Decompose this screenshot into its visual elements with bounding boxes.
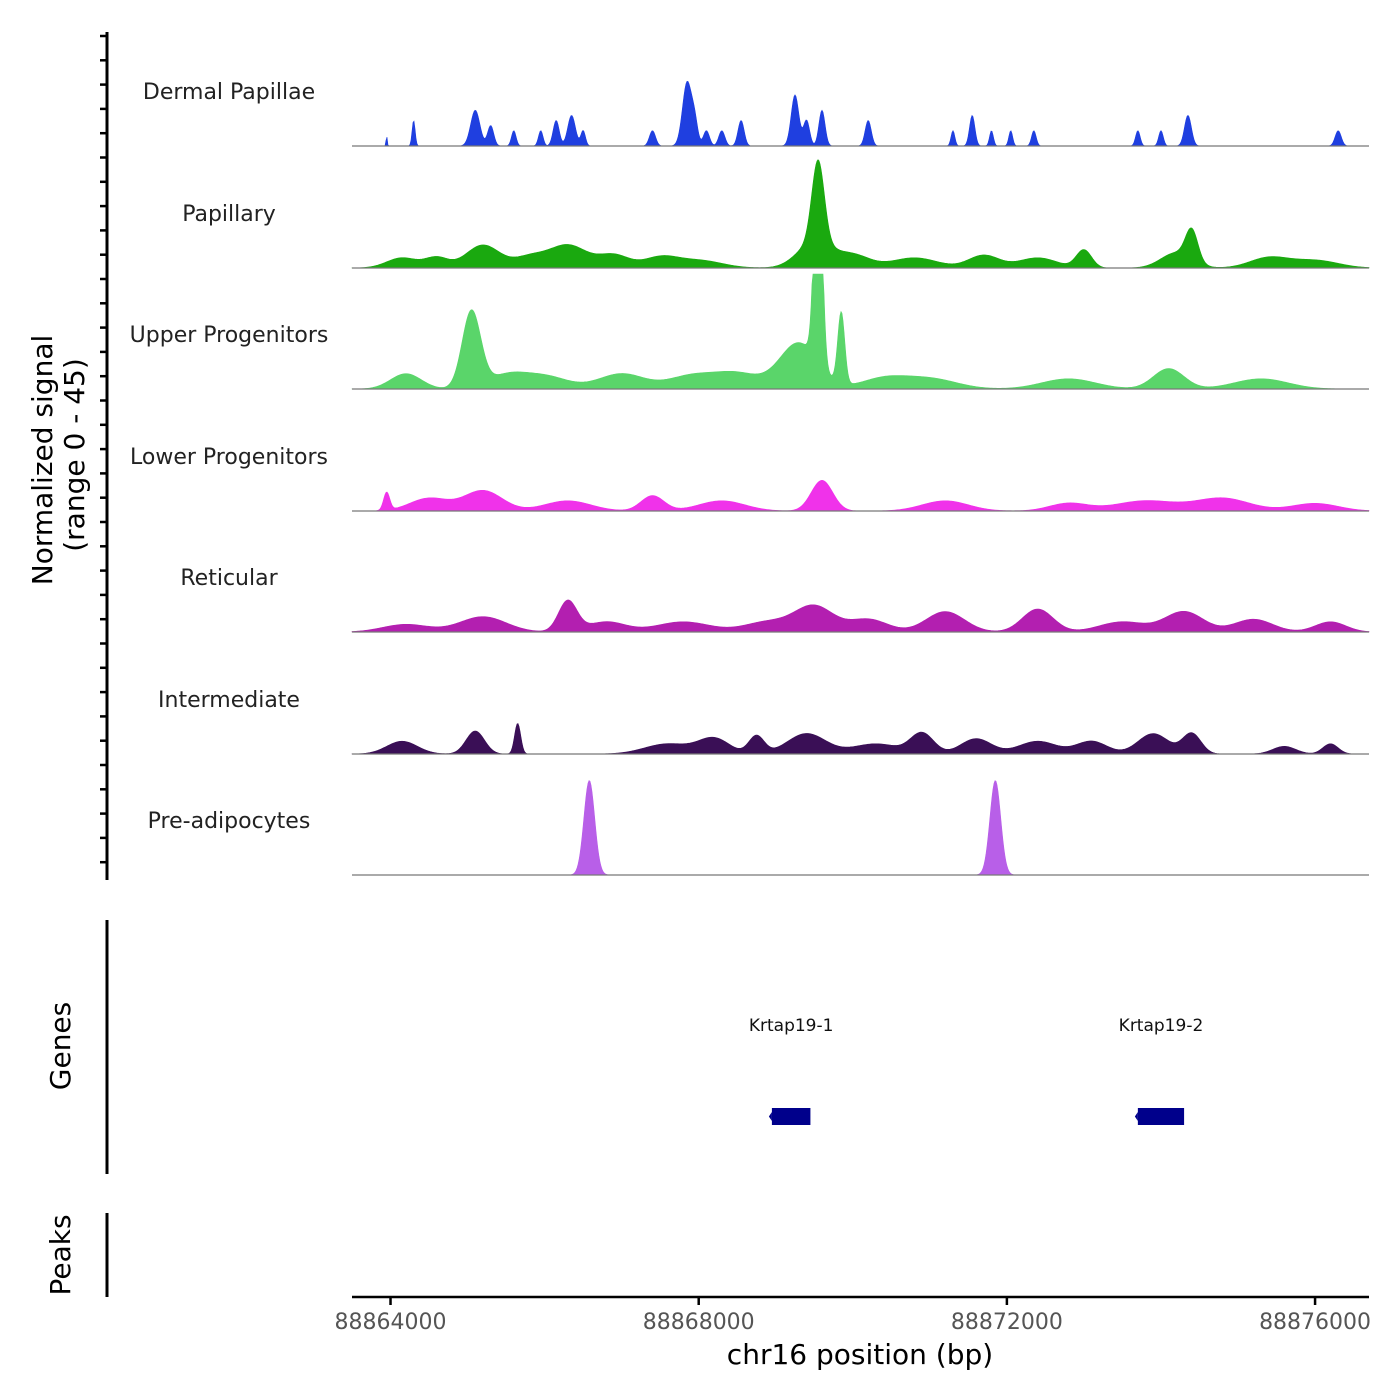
track-label: Pre-adipocytes: [148, 809, 311, 834]
signal-area: [351, 599, 1370, 633]
x-axis: 88864000 88868000 88872000 88876000 chr16 p…: [335, 1295, 1371, 1371]
y-axis-subtitle: (range 0 - 45): [58, 358, 91, 552]
track-pre-adipocytes: Pre-adipocytes: [148, 780, 1369, 876]
x-axis-title: chr16 position (bp): [727, 1338, 993, 1371]
y-axis-title: Normalized signal: [26, 335, 59, 586]
track-label: Reticular: [180, 566, 278, 591]
gene-strand-arrow: [768, 1112, 772, 1121]
peaks-track-label: Peaks: [44, 1214, 77, 1295]
peaks-track: Peaks: [44, 1213, 109, 1297]
track-lower-progenitors: Lower Progenitors: [130, 445, 1370, 512]
signal-area: [351, 159, 1370, 269]
gene-krtap19-1: Krtap19-1: [749, 1016, 834, 1125]
signal-area: [351, 723, 1369, 755]
signal-area: [351, 273, 1369, 390]
track-upper-progenitors: Upper Progenitors: [130, 273, 1369, 390]
genes-track-label: Genes: [44, 1002, 77, 1090]
x-tick-label: 88872000: [951, 1310, 1063, 1335]
track-label: Dermal Papillae: [143, 80, 315, 105]
track-reticular: Reticular: [180, 566, 1370, 633]
signal-tracks: Dermal Papillae Papillary Upper Progenitor…: [130, 80, 1370, 876]
gene-label: Krtap19-2: [1119, 1016, 1204, 1036]
track-dermal-papillae: Dermal Papillae: [143, 80, 1369, 147]
signal-area: [352, 81, 1369, 147]
genes-track: Genes Krtap19-1 Krtap19-2: [44, 920, 1203, 1174]
gene-label: Krtap19-1: [749, 1016, 834, 1036]
track-label: Lower Progenitors: [130, 445, 328, 470]
signal-area: [351, 480, 1370, 512]
gene-strand-arrow: [1134, 1112, 1138, 1121]
track-label: Papillary: [182, 202, 276, 227]
track-label: Intermediate: [158, 688, 300, 713]
track-intermediate: Intermediate: [158, 688, 1369, 755]
track-label: Upper Progenitors: [130, 323, 329, 348]
y-axis-title-group: Normalized signal (range 0 - 45): [26, 335, 91, 586]
x-tick-label: 88876000: [1259, 1310, 1371, 1335]
signal-y-axis-ticks: [100, 34, 107, 864]
track-papillary: Papillary: [182, 159, 1370, 269]
signal-area: [352, 780, 1369, 876]
x-tick-label: 88864000: [335, 1310, 447, 1335]
x-tick-label: 88868000: [643, 1310, 755, 1335]
gene-body: [771, 1108, 811, 1125]
gene-krtap19-2: Krtap19-2: [1119, 1016, 1204, 1125]
x-axis-ticks: 88864000 88868000 88872000 88876000: [335, 1297, 1371, 1335]
gene-body: [1137, 1108, 1185, 1125]
gene-models: Krtap19-1 Krtap19-2: [749, 1016, 1203, 1125]
